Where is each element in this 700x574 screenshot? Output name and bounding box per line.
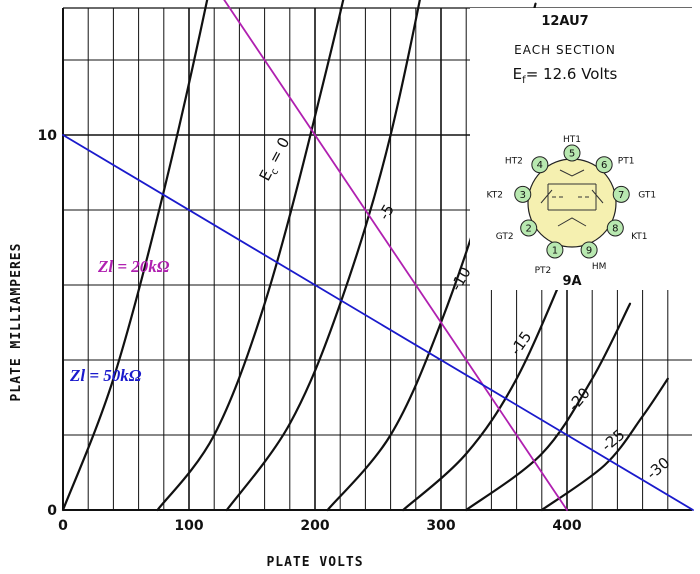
- pin-label: PT1: [618, 157, 635, 167]
- pin-label: KT2: [487, 190, 503, 200]
- pin-number: 9: [586, 245, 592, 256]
- tick-labels: 01002003004000102030: [38, 128, 582, 534]
- pin-number: 8: [612, 224, 618, 235]
- plate-curve-2: [225, 0, 421, 512]
- x-tick-label: 200: [300, 518, 329, 534]
- pin-label: GT1: [638, 190, 656, 200]
- pin-7: 7 GT1: [612, 185, 656, 203]
- pin-number: 6: [601, 160, 607, 171]
- pin-label: HT2: [505, 157, 523, 167]
- pin-6: 6 PT1: [595, 156, 635, 174]
- y-axis-title: PLATE MILLIAMPERES: [9, 243, 24, 402]
- tube-type: 12AU7: [541, 14, 588, 29]
- load-line-8: [62, 134, 694, 511]
- pin-label: KT1: [631, 232, 647, 242]
- label-m20: -20: [564, 384, 594, 414]
- pin-number: 5: [569, 149, 575, 160]
- label-m5: -5: [375, 201, 398, 223]
- pin-2: 2 GT2: [496, 219, 538, 242]
- plate-curve-6: [540, 377, 669, 512]
- pin-label: HM: [592, 262, 607, 272]
- pin-number: 3: [520, 190, 526, 201]
- tube-info-box: 12AU7 EACH SECTION Ef= 12.6 Volts 1PT22G…: [470, 8, 692, 290]
- x-tick-label: 0: [58, 518, 68, 534]
- pin-label: PT2: [535, 266, 552, 276]
- y-tick-label: 10: [38, 128, 58, 144]
- x-tick-label: 300: [426, 518, 455, 534]
- pin-number: 4: [537, 160, 543, 171]
- plate-curve-1: [156, 0, 345, 512]
- pin-number: 1: [552, 245, 558, 256]
- label-m25: -25: [598, 426, 628, 456]
- pin-label: HT1: [563, 135, 581, 145]
- load-label-20k: Zl = 20kΩ: [97, 257, 170, 276]
- pin-number: 2: [526, 224, 532, 235]
- pin-4: 4 HT2: [505, 156, 549, 174]
- plate-curve-5: [465, 302, 632, 512]
- plate-curve-0: [61, 0, 209, 512]
- x-axis-title: PLATE VOLTS: [266, 555, 363, 570]
- pin-8: 8 KT1: [606, 219, 648, 242]
- pin-label: GT2: [496, 232, 514, 242]
- label-m30: -30: [643, 454, 673, 484]
- x-tick-label: 100: [174, 518, 203, 534]
- filament-voltage: Ef= 12.6 Volts: [513, 65, 618, 86]
- load-label-50k: Zl = 50kΩ: [69, 366, 142, 385]
- section-label: EACH SECTION: [514, 43, 616, 57]
- x-tick-label: 400: [552, 518, 581, 534]
- y-tick-label: 0: [47, 503, 57, 519]
- pin-number: 7: [618, 190, 624, 201]
- pin-9: 9HM: [580, 241, 607, 272]
- base-type: 9A: [562, 274, 581, 289]
- pin-3: 3 KT2: [487, 185, 532, 203]
- label-m15: -15: [507, 328, 536, 358]
